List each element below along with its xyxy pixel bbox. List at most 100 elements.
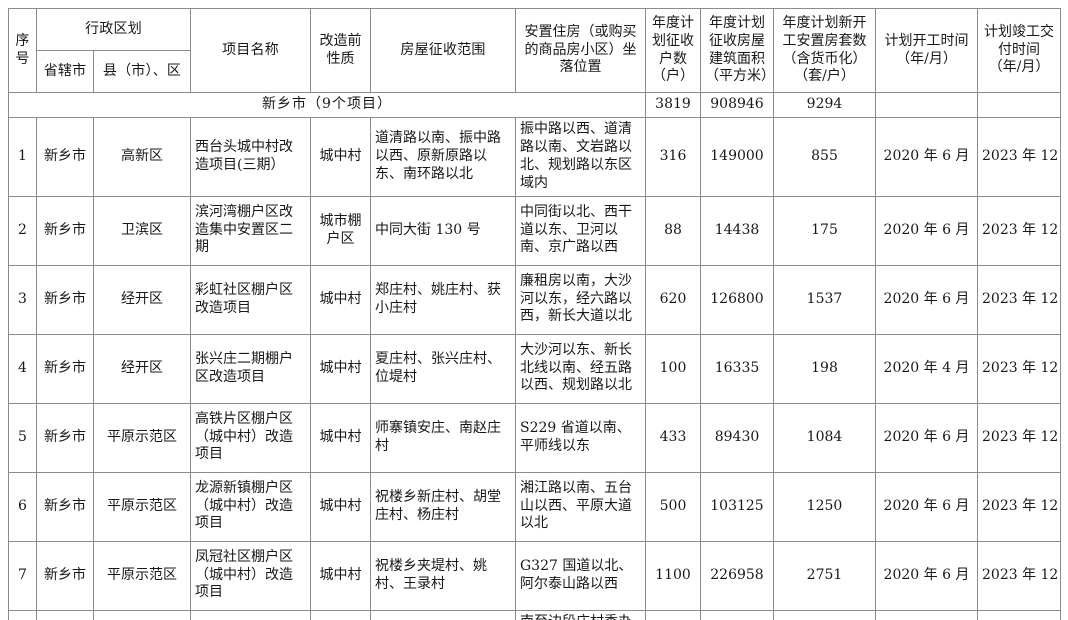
table-body: 新乡市（9个项目） 3819 908946 9294 1 新乡市 高新区 西台头… xyxy=(8,92,1061,620)
cell-district: 卫辉市 xyxy=(93,609,191,620)
table-row: 3 新乡市 经开区 彩虹社区棚户区改造项目 城中村 郑庄村、姚庄村、获小庄村 廉… xyxy=(8,264,1061,335)
cell-finish: 2023 年 12 月 xyxy=(977,264,1061,335)
header-row-top: 序号 行政区划 项目名称 改造前性质 房屋征收范围 安置住房（或购买的商品房小区… xyxy=(8,8,1061,93)
cell-area: 126800 xyxy=(700,264,774,335)
header-planned-area: 年度计划征收房屋建筑面积（平方米） xyxy=(700,8,774,93)
cell-finish: 2023 年 12 月 xyxy=(977,195,1061,266)
cell-area: 226958 xyxy=(700,540,774,611)
cell-scope: 夏庄村、张兴庄村、位堤村 xyxy=(370,333,516,404)
cell-district: 卫滨区 xyxy=(93,195,191,266)
cell-start: 2020 年 6 月 xyxy=(875,116,978,197)
cell-city: 新乡市 xyxy=(36,540,94,611)
cell-scope: 为新濮路南，比干大道两侧原边段庄范围内 xyxy=(370,609,516,620)
cell-project: 西台头城中村改造项目(三期） xyxy=(190,116,311,197)
table-row: 6 新乡市 平原示范区 龙源新镇棚户区（城中村）改造项目 城中村 祝楼乡新庄村、… xyxy=(8,471,1061,542)
cell-scope: 祝楼乡夹堤村、姚村、王录村 xyxy=(370,540,516,611)
cell-households: 100 xyxy=(645,333,701,404)
cell-area: 43560 xyxy=(700,609,774,620)
cell-units: 855 xyxy=(773,116,876,197)
summary-label: 新乡市（9个项目） xyxy=(8,92,646,118)
cell-district: 平原示范区 xyxy=(93,402,191,473)
cell-units: 1537 xyxy=(773,264,876,335)
cell-seq: 1 xyxy=(8,116,37,197)
cell-finish: 2023 年 12 月 xyxy=(977,116,1061,197)
cell-finish: 2023 年 12 月 xyxy=(977,333,1061,404)
cell-project: 高铁片区棚户区（城中村）改造项目 xyxy=(190,402,311,473)
cell-city: 新乡市 xyxy=(36,333,94,404)
header-planned-new-units: 年度计划新开工安置房套数（含货币化）（套/户） xyxy=(773,8,876,93)
cell-households: 88 xyxy=(645,195,701,266)
cell-project: 柳庄乡边段庄村城中村改造项目 xyxy=(190,609,311,620)
cell-city: 新乡市 xyxy=(36,195,94,266)
cell-start: 2020 年 6 月 xyxy=(875,471,978,542)
cell-area: 103125 xyxy=(700,471,774,542)
cell-area: 16335 xyxy=(700,333,774,404)
cell-place: 湘江路以南、五台山以西、平原大道以北 xyxy=(515,471,646,542)
cell-seq: 7 xyxy=(8,540,37,611)
cell-district: 高新区 xyxy=(93,116,191,197)
cell-units: 528 xyxy=(773,609,876,620)
header-row-bottom: 省辖市 县（市）、区 xyxy=(9,50,1061,93)
cell-area: 89430 xyxy=(700,402,774,473)
cell-place: 廉租房以南，大沙河以东，经六路以西，新长大道以北 xyxy=(515,264,646,335)
cell-nature: 城中村 xyxy=(310,609,371,620)
cell-city: 新乡市 xyxy=(36,264,94,335)
cell-seq: 6 xyxy=(8,471,37,542)
cell-units: 175 xyxy=(773,195,876,266)
cell-seq: 3 xyxy=(8,264,37,335)
cell-scope: 师寨镇安庄、南赵庄村 xyxy=(370,402,516,473)
cell-scope: 道清路以南、振中路以西、原新原路以东、南环路以北 xyxy=(370,116,516,197)
table-row: 4 新乡市 经开区 张兴庄二期棚户区改造项目 城中村 夏庄村、张兴庄村、位堤村 … xyxy=(8,333,1061,404)
cell-seq: 8 xyxy=(8,609,37,620)
cell-nature: 城中村 xyxy=(310,402,371,473)
cell-nature: 城中村 xyxy=(310,540,371,611)
cell-city: 新乡市 xyxy=(36,402,94,473)
header-resettlement-location: 安置住房（或购买的商品房小区）坐落位置 xyxy=(515,8,646,93)
cell-finish: 2023 年 12 月 xyxy=(977,540,1061,611)
cell-start: 2020 年 6 月 xyxy=(875,195,978,266)
cell-start: 2020 年 6 月 xyxy=(875,540,978,611)
header-planned-start: 计划开工时间（年/月） xyxy=(875,8,978,93)
cell-city: 新乡市 xyxy=(36,471,94,542)
table-row: 5 新乡市 平原示范区 高铁片区棚户区（城中村）改造项目 城中村 师寨镇安庄、南… xyxy=(8,402,1061,473)
cell-seq: 4 xyxy=(8,333,37,404)
summary-start xyxy=(875,92,978,118)
cell-place: 南至边段庄村委办公室，北至新濮路，东至西王彦士屯村农田，西至比干大道。 xyxy=(515,609,646,620)
cell-place: S229 省道以南、平师线以东 xyxy=(515,402,646,473)
cell-project: 凤冠社区棚户区（城中村）改造项目 xyxy=(190,540,311,611)
cell-seq: 2 xyxy=(8,195,37,266)
header-province-city: 省辖市 xyxy=(36,50,94,93)
cell-place: G327 国道以北、阿尔泰山路以西 xyxy=(515,540,646,611)
cell-nature: 城中村 xyxy=(310,333,371,404)
cell-district: 平原示范区 xyxy=(93,471,191,542)
cell-area: 14438 xyxy=(700,195,774,266)
header-nature-before: 改造前性质 xyxy=(310,8,371,93)
cell-place: 大沙河以东、新长北线以南、经五路以西、规划路以北 xyxy=(515,333,646,404)
cell-households: 264 xyxy=(645,609,701,620)
cell-place: 中同街以北、西干道以东、卫河以南、京广路以西 xyxy=(515,195,646,266)
cell-project: 张兴庄二期棚户区改造项目 xyxy=(190,333,311,404)
cell-households: 500 xyxy=(645,471,701,542)
cell-households: 316 xyxy=(645,116,701,197)
summary-units: 9294 xyxy=(773,92,876,118)
table-row: 1 新乡市 高新区 西台头城中村改造项目(三期） 城中村 道清路以南、振中路以西… xyxy=(8,116,1061,197)
cell-units: 2751 xyxy=(773,540,876,611)
cell-nature: 城中村 xyxy=(310,471,371,542)
header-acquisition-scope: 房屋征收范围 xyxy=(370,8,516,93)
cell-start: 2020 年 6 月 xyxy=(875,609,978,620)
cell-start: 2020 年 6 月 xyxy=(875,402,978,473)
cell-households: 433 xyxy=(645,402,701,473)
summary-area: 908946 xyxy=(700,92,774,118)
cell-project: 彩虹社区棚户区改造项目 xyxy=(190,264,311,335)
header-seq: 序号 xyxy=(8,8,37,93)
cell-district: 经开区 xyxy=(93,264,191,335)
table-row: 2 新乡市 卫滨区 滨河湾棚户区改造集中安置区二期 城市棚户区 中同大街 130… xyxy=(8,195,1061,266)
table-row: 8 新乡市 卫辉市 柳庄乡边段庄村城中村改造项目 城中村 为新濮路南，比干大道两… xyxy=(8,609,1061,620)
cell-project: 滨河湾棚户区改造集中安置区二期 xyxy=(190,195,311,266)
cell-nature: 城市棚户区 xyxy=(310,195,371,266)
table-header: 序号 行政区划 项目名称 改造前性质 房屋征收范围 安置住房（或购买的商品房小区… xyxy=(8,8,1061,93)
cell-scope: 郑庄村、姚庄村、获小庄村 xyxy=(370,264,516,335)
cell-units: 1250 xyxy=(773,471,876,542)
summary-households: 3819 xyxy=(645,92,701,118)
header-administrative-division: 行政区划 xyxy=(36,8,191,51)
